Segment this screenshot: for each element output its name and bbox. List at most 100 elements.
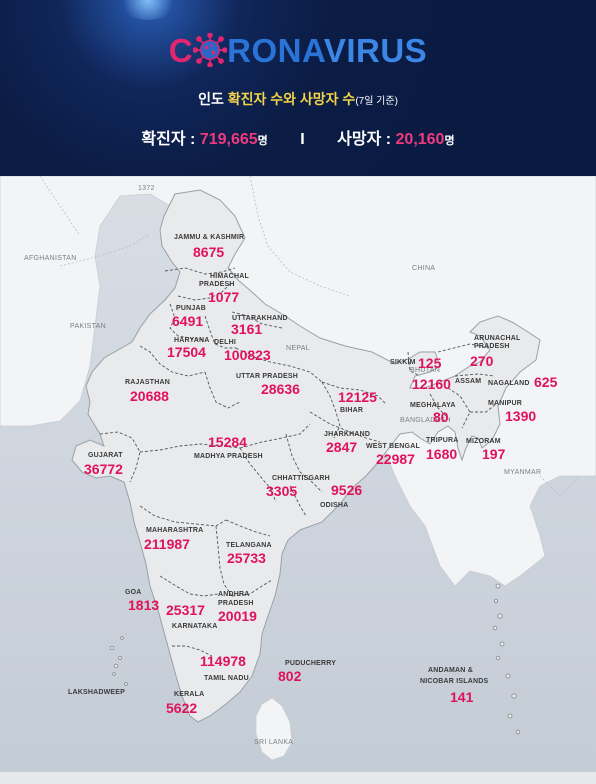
state-value-mizoram: 197 (482, 446, 506, 462)
state-label-jharkhand: JHARKHAND (324, 431, 370, 438)
state-value-goa: 1813 (128, 597, 159, 613)
state-value-meghalaya: 80 (433, 409, 449, 425)
state-label-himachal-2: PRADESH (199, 281, 235, 288)
state-label-tripura: TRIPURA (426, 437, 459, 444)
state-label-manipur: MANIPUR (488, 400, 522, 407)
state-value-uttarakhand: 3161 (231, 321, 262, 337)
state-value-assam: 12160 (412, 376, 451, 392)
state-value-odisha: 9526 (331, 482, 362, 498)
state-value-andhra: 20019 (218, 608, 257, 624)
confirmed-value: 719,665 (199, 131, 258, 148)
state-value-jammu-kashmir: 8675 (193, 244, 224, 260)
stats-separator: I (300, 131, 305, 148)
state-value-jharkhand: 2847 (326, 439, 357, 455)
state-label-arunachal-1: ARUNACHAL (474, 335, 521, 342)
state-label-chhattisgarh: CHHATTISGARH (272, 475, 330, 482)
state-label-arunachal-2: PRADESH (474, 343, 510, 350)
state-label-maharashtra: MAHARASHTRA (146, 527, 203, 534)
state-value-tamil-nadu: 114978 (200, 653, 246, 669)
state-value-nagaland: 625 (534, 374, 558, 390)
state-label-uttar-pradesh: UTTAR PRADESH (236, 373, 298, 380)
state-value-kerala: 5622 (166, 700, 197, 716)
state-value-gujarat: 36772 (84, 461, 123, 477)
deaths-unit: 명 (444, 135, 455, 147)
state-value-arunachal: 270 (470, 353, 494, 369)
country-label-sri-lanka: SRI LANKA (254, 739, 293, 746)
state-value-telangana: 25733 (227, 550, 266, 566)
state-borders (99, 267, 497, 657)
logo-text-rona: RONA (227, 32, 324, 69)
coronavirus-icon (193, 33, 228, 67)
state-label-kerala: KERALA (174, 691, 204, 698)
state-value-bihar: 12125 (338, 389, 377, 405)
state-label-himachal-1: HIMACHAL (210, 273, 249, 280)
light-glow (118, 0, 178, 20)
country-borders (39, 176, 581, 497)
deaths-value: 20,160 (395, 131, 445, 148)
islands (109, 583, 521, 735)
summary-stats: 확진자 : 719,665명 I 사망자 : 20,160명 (0, 125, 596, 149)
state-label-madhya-pradesh: MADHYA PRADESH (194, 453, 263, 460)
state-label-lakshadweep: LAKSHADWEEP (68, 689, 125, 696)
state-value-haryana: 17504 (167, 344, 206, 360)
state-value-west-bengal: 22987 (376, 451, 415, 467)
country-label-china: CHINA (412, 265, 435, 272)
state-value-chhattisgarh: 3305 (266, 483, 297, 499)
state-label-telangana: TELANGANA (226, 542, 272, 549)
state-value-karnataka: 25317 (166, 602, 205, 618)
confirmed-unit: 명 (257, 135, 268, 147)
subtitle-note: (7일 기준) (355, 96, 398, 107)
state-label-uttarakhand: UTTARAKHAND (232, 315, 288, 322)
state-label-tamil-nadu: TAMIL NADU (204, 675, 249, 682)
logo-letter-c: C (168, 32, 194, 69)
bottom-strip (0, 772, 596, 784)
country-label-pakistan: PAKISTAN (70, 323, 106, 330)
state-value-uttar-pradesh: 28636 (261, 381, 300, 397)
india-land (71, 189, 541, 723)
state-label-delhi: DELHI (214, 339, 236, 346)
subtitle-country: 인도 (198, 91, 224, 107)
state-label-karnataka: KARNATAKA (172, 623, 217, 630)
country-label-afghanistan: AFGHANISTAN (24, 255, 77, 262)
state-label-punjab: PUNJAB (176, 305, 206, 312)
sri-lanka (255, 697, 293, 761)
state-label-west-bengal: WEST BENGAL (366, 443, 420, 450)
state-label-odisha: ODISHA (320, 502, 348, 509)
state-value-andaman: 141 (450, 689, 474, 705)
coronavirus-logo: C RONAVIRUS (0, 32, 596, 70)
subtitle: 인도 확진자 수와 사망자 수(7일 기준) (0, 89, 596, 109)
state-label-mizoram: MIZORAM (466, 438, 501, 445)
state-value-manipur: 1390 (505, 408, 536, 424)
state-value-sikkim: 125 (418, 355, 442, 371)
state-value-punjab: 6491 (172, 313, 203, 329)
state-label-meghalaya: MEGHALAYA (410, 402, 456, 409)
state-value-maharashtra: 211987 (144, 536, 190, 552)
state-label-goa: GOA (125, 589, 142, 596)
country-label-myanmar: MYANMAR (504, 469, 541, 476)
state-label-assam: ASSAM (455, 378, 481, 385)
state-label-bihar: BIHAR (340, 407, 363, 414)
india-map: 1372 AFGHANISTAN PAKISTAN CHINA NEPAL BH… (0, 176, 596, 772)
state-label-rajasthan: RAJASTHAN (125, 379, 170, 386)
state-label-nagaland: NAGALAND (488, 380, 530, 387)
country-label-bangladesh: BANGLADESH (400, 417, 451, 424)
state-value-tripura: 1680 (426, 446, 457, 462)
state-label-andaman-1: ANDAMAN & (428, 667, 473, 674)
state-label-haryana: HARYANA (174, 337, 210, 344)
subtitle-main: 확진자 수와 사망자 수 (227, 91, 356, 107)
state-value-delhi: 100823 (224, 347, 271, 363)
scale-label: 1372 (138, 185, 155, 192)
state-value-rajasthan: 20688 (130, 388, 169, 404)
state-label-sikkim: SIKKIM (390, 359, 416, 366)
state-value-puducherry: 802 (278, 668, 302, 684)
state-label-andhra-2: PRADESH (218, 600, 254, 607)
confirmed-label: 확진자 : (141, 131, 200, 148)
state-value-himachal: 1077 (208, 289, 239, 305)
map-svg: 1372 AFGHANISTAN PAKISTAN CHINA NEPAL BH… (0, 176, 596, 772)
logo-text-virus: VIRUS (323, 32, 428, 69)
header-banner: C RONAVIRUS 인도 확진자 수와 사망자 수(7일 기준) 확진자 :… (0, 0, 596, 176)
state-label-andaman-2: NICOBAR ISLANDS (420, 678, 488, 685)
state-label-puducherry: PUDUCHERRY (285, 660, 336, 667)
state-label-andhra-1: ANDHRA (218, 591, 250, 598)
country-label-bhutan: BHUTAN (410, 367, 440, 374)
